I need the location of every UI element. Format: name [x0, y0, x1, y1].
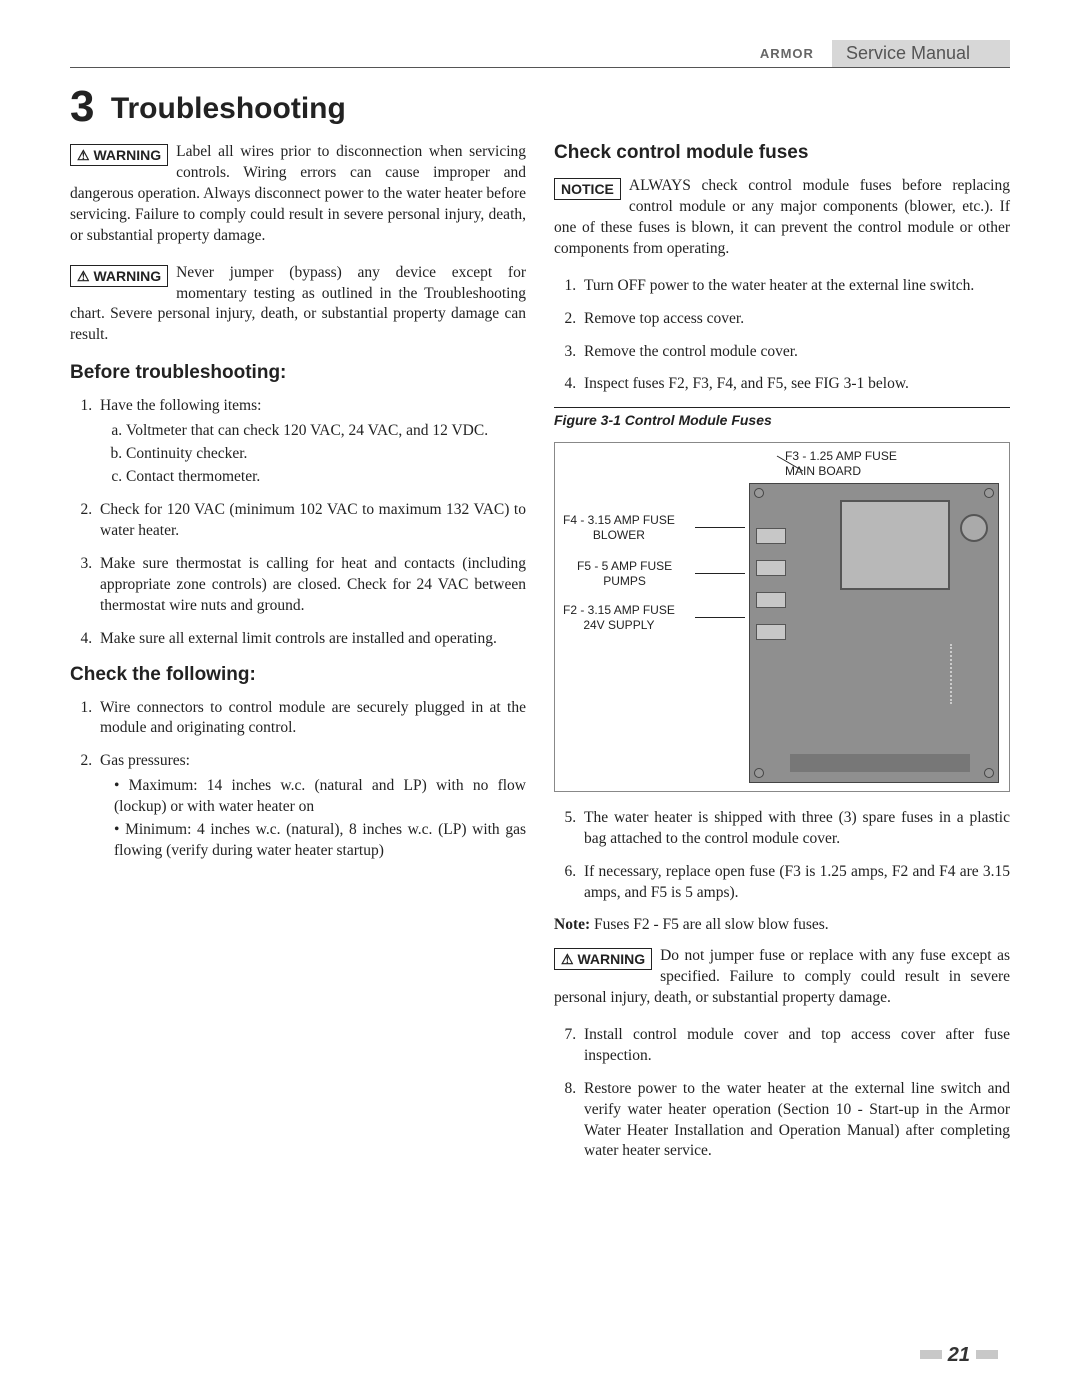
before-item-1a: Voltmeter that can check 120 VAC, 24 VAC…: [126, 421, 526, 442]
fuse-steps-bottom: Install control module cover and top acc…: [554, 1025, 1010, 1163]
figure-caption: Figure 3-1 Control Module Fuses: [554, 407, 1010, 428]
step-4: Inspect fuses F2, F3, F4, and F5, see FI…: [580, 374, 1010, 395]
brand-logo: ARMOR: [752, 46, 822, 61]
note-line: Note: Fuses F2 - F5 are all slow blow fu…: [554, 916, 1010, 934]
chapter-heading: 3 Troubleshooting: [70, 82, 1010, 132]
step-8: Restore power to the water heater at the…: [580, 1079, 1010, 1163]
page-header: ARMOR Service Manual: [70, 40, 1010, 68]
before-item-2: Check for 120 VAC (minimum 102 VAC to ma…: [96, 500, 526, 542]
fig-label-f3: F3 - 1.25 AMP FUSEMAIN BOARD: [785, 449, 897, 478]
check-item-1: Wire connectors to control module are se…: [96, 698, 526, 740]
notice-label: NOTICE: [554, 178, 621, 200]
check-list: Wire connectors to control module are se…: [70, 698, 526, 862]
note-bold: Note:: [554, 916, 590, 933]
fuse-steps-mid: The water heater is shipped with three (…: [554, 808, 1010, 904]
check-item-2b: Minimum: 4 inches w.c. (natural), 8 inch…: [114, 820, 526, 862]
step-5: The water heater is shipped with three (…: [580, 808, 1010, 850]
chapter-title-text: Troubleshooting: [111, 92, 346, 125]
step-3: Remove the control module cover.: [580, 342, 1010, 363]
warning-label-2: ⚠ WARNING: [70, 265, 168, 287]
left-column: ⚠ WARNING Label all wires prior to disco…: [70, 142, 526, 1174]
fuse-steps-top: Turn OFF power to the water heater at th…: [554, 276, 1010, 396]
warning-3: ⚠ WARNING Do not jumper fuse or replace …: [554, 946, 1010, 1009]
before-item-1b: Continuity checker.: [126, 444, 526, 465]
check-item-2: Gas pressures:: [100, 752, 190, 769]
step-1: Turn OFF power to the water heater at th…: [580, 276, 1010, 297]
before-list: Have the following items: Voltmeter that…: [70, 396, 526, 649]
before-item-1c: Contact thermometer.: [126, 467, 526, 488]
fig-label-f2: F2 - 3.15 AMP FUSE24V SUPPLY: [563, 603, 675, 632]
fig-label-f4: F4 - 3.15 AMP FUSEBLOWER: [563, 513, 675, 542]
before-item-1: Have the following items:: [100, 397, 261, 414]
circuit-board-graphic: [749, 483, 999, 783]
heading-before-troubleshooting: Before troubleshooting:: [70, 362, 526, 384]
right-column: Check control module fuses NOTICE ALWAYS…: [554, 142, 1010, 1174]
chapter-number: 3: [70, 82, 94, 131]
notice-text: ALWAYS check control module fuses before…: [554, 177, 1010, 257]
step-7: Install control module cover and top acc…: [580, 1025, 1010, 1067]
warning-label-3: ⚠ WARNING: [554, 948, 652, 970]
note-text: Fuses F2 - F5 are all slow blow fuses.: [594, 916, 829, 933]
step-2: Remove top access cover.: [580, 309, 1010, 330]
step-6: If necessary, replace open fuse (F3 is 1…: [580, 862, 1010, 904]
warning-2: ⚠ WARNING Never jumper (bypass) any devi…: [70, 263, 526, 347]
figure-3-1: F3 - 1.25 AMP FUSEMAIN BOARD F4 - 3.15 A…: [554, 442, 1010, 792]
notice-box: NOTICE ALWAYS check control module fuses…: [554, 176, 1010, 260]
page-number: 21: [914, 1344, 1004, 1367]
manual-title: Service Manual: [832, 40, 1010, 67]
before-item-3: Make sure thermostat is calling for heat…: [96, 554, 526, 617]
heading-check-following: Check the following:: [70, 664, 526, 686]
fig-label-f5: F5 - 5 AMP FUSEPUMPS: [577, 559, 672, 588]
before-item-4: Make sure all external limit controls ar…: [96, 629, 526, 650]
warning-label-1: ⚠ WARNING: [70, 144, 168, 166]
check-item-2a: Maximum: 14 inches w.c. (natural and LP)…: [114, 776, 526, 818]
warning-1: ⚠ WARNING Label all wires prior to disco…: [70, 142, 526, 247]
heading-check-fuses: Check control module fuses: [554, 142, 1010, 164]
